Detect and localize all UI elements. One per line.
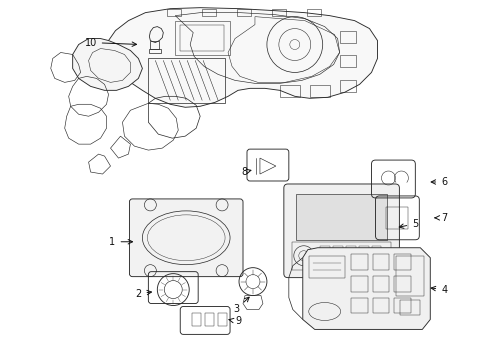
Text: 1: 1 <box>109 237 132 247</box>
Bar <box>358 246 368 254</box>
Bar <box>332 258 342 266</box>
Bar <box>394 298 410 314</box>
Bar <box>279 85 299 97</box>
Bar <box>332 246 342 254</box>
Bar <box>394 276 410 292</box>
Polygon shape <box>106 8 377 107</box>
Bar <box>308 256 344 278</box>
Bar <box>386 207 407 229</box>
Bar <box>339 55 355 67</box>
FancyBboxPatch shape <box>129 199 243 276</box>
Text: 5: 5 <box>398 219 418 229</box>
Text: 10: 10 <box>84 37 136 48</box>
Text: 8: 8 <box>241 167 250 177</box>
Text: 9: 9 <box>228 316 241 327</box>
Bar <box>309 85 329 97</box>
Bar <box>167 9 181 15</box>
Bar <box>306 9 320 15</box>
Text: 2: 2 <box>135 289 151 298</box>
FancyBboxPatch shape <box>283 184 399 278</box>
Bar <box>345 246 355 254</box>
Bar <box>339 31 355 42</box>
Bar <box>319 246 329 254</box>
Polygon shape <box>73 39 142 90</box>
Bar <box>192 314 201 327</box>
Bar <box>371 258 381 266</box>
Bar <box>319 258 329 266</box>
Bar <box>345 258 355 266</box>
Bar <box>339 80 355 92</box>
Bar <box>271 9 285 15</box>
Bar <box>372 298 388 314</box>
Bar <box>372 254 388 270</box>
Bar <box>291 242 390 270</box>
Bar <box>202 9 216 15</box>
Text: 4: 4 <box>430 284 447 294</box>
Bar <box>350 254 367 270</box>
Bar <box>180 24 224 50</box>
Bar <box>149 49 161 54</box>
Bar <box>175 21 229 55</box>
Bar <box>396 256 424 296</box>
Text: 6: 6 <box>430 177 447 187</box>
Bar <box>295 194 386 240</box>
Bar <box>400 300 420 315</box>
Bar <box>358 258 368 266</box>
Bar <box>350 276 367 292</box>
Polygon shape <box>302 248 429 329</box>
Text: 7: 7 <box>434 213 447 223</box>
Bar <box>218 314 226 327</box>
Text: 3: 3 <box>232 297 249 315</box>
Bar <box>237 9 250 15</box>
Bar <box>372 276 388 292</box>
Bar <box>205 314 214 327</box>
Bar <box>350 298 367 314</box>
Bar <box>371 246 381 254</box>
Bar <box>394 254 410 270</box>
